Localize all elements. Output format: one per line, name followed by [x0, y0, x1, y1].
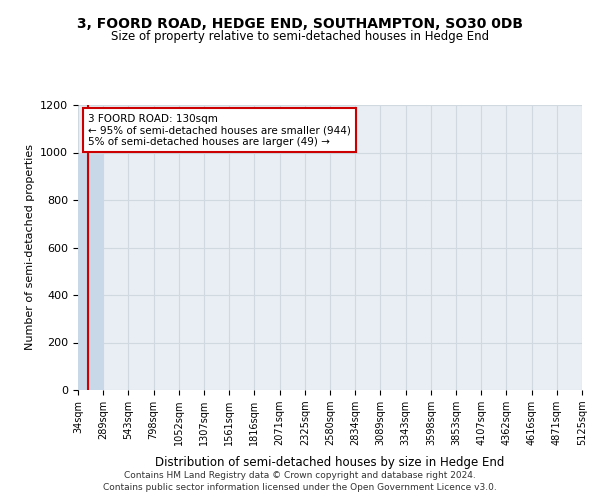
Bar: [78, 154, 103, 390]
Text: 3 FOORD ROAD: 130sqm
← 95% of semi-detached houses are smaller (944)
5% of semi-: 3 FOORD ROAD: 130sqm ← 95% of semi-detac…: [88, 114, 351, 147]
X-axis label: Distribution of semi-detached houses by size in Hedge End: Distribution of semi-detached houses by …: [155, 456, 505, 469]
Text: Size of property relative to semi-detached houses in Hedge End: Size of property relative to semi-detach…: [111, 30, 489, 43]
Y-axis label: Number of semi-detached properties: Number of semi-detached properties: [25, 144, 35, 350]
Text: 3, FOORD ROAD, HEDGE END, SOUTHAMPTON, SO30 0DB: 3, FOORD ROAD, HEDGE END, SOUTHAMPTON, S…: [77, 18, 523, 32]
Text: Contains public sector information licensed under the Open Government Licence v3: Contains public sector information licen…: [103, 483, 497, 492]
Text: Contains HM Land Registry data © Crown copyright and database right 2024.: Contains HM Land Registry data © Crown c…: [124, 471, 476, 480]
